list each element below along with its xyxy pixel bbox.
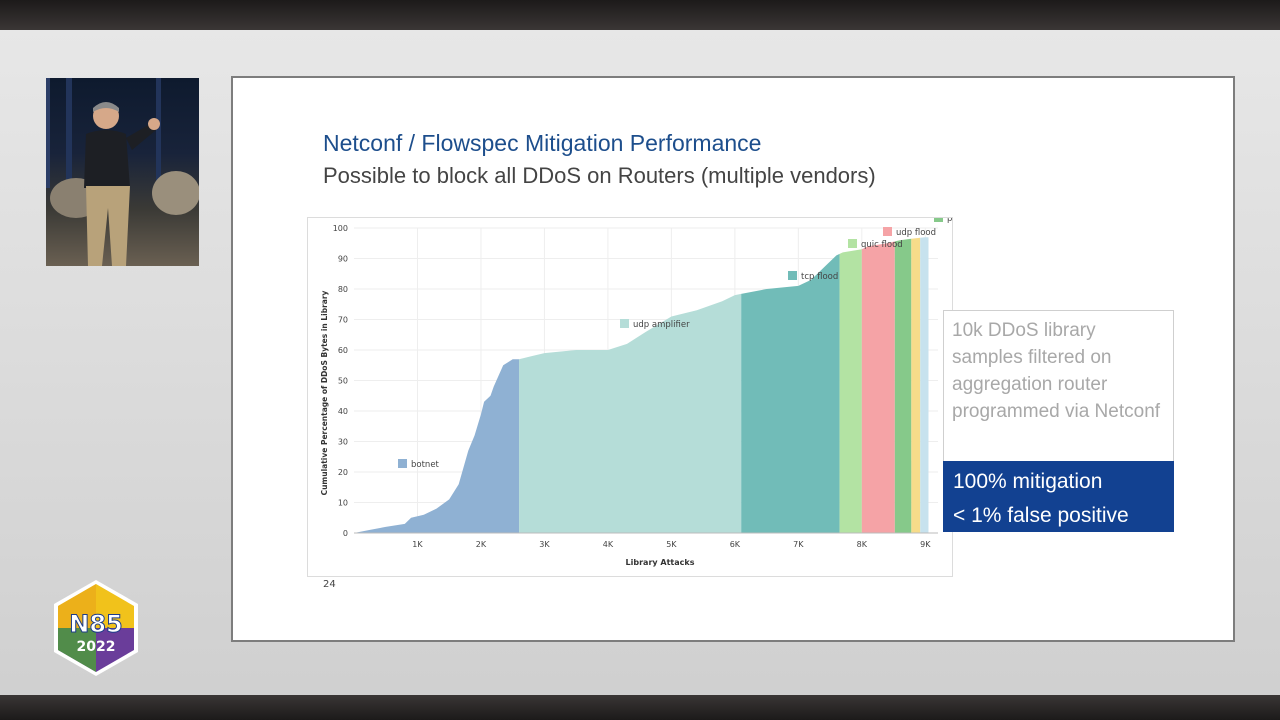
x-tick-label: 9K (920, 540, 931, 549)
y-tick-label: 40 (338, 407, 348, 416)
area-segment-botnet (354, 359, 520, 533)
page-number: 24 (323, 579, 336, 590)
speaker-video (46, 78, 199, 266)
x-tick-label: 1K (412, 540, 423, 549)
chart-axes: 0 10 20 30 40 50 60 70 80 90 100 1K 2K 3K 4K 5K 6K 7K 8K 9K (333, 224, 938, 549)
presentation-slide: Netconf / Flowspec Mitigation Performanc… (233, 78, 1233, 640)
chart-areas (354, 237, 929, 534)
x-tick-label: 4K (603, 540, 614, 549)
speaker-figure (46, 78, 199, 266)
x-axis-label: Library Attacks (626, 558, 695, 567)
segment-label-tcp-flood: tcp flood (788, 271, 838, 282)
segment-swatch (398, 459, 407, 468)
area-segment-icmp-flood (920, 237, 929, 533)
y-tick-label: 50 (338, 377, 348, 386)
y-tick-label: 100 (333, 224, 348, 233)
y-tick-label: 0 (343, 529, 348, 538)
segment-label-text: botnet (411, 460, 440, 470)
y-tick-label: 10 (338, 499, 348, 508)
segment-swatch (934, 213, 943, 222)
segment-label-udp-flood: udp flood (883, 227, 936, 238)
chart-frame: 0 10 20 30 40 50 60 70 80 90 100 1K 2K 3K 4K 5K 6K 7K 8K 9K… (307, 199, 1033, 577)
y-tick-label: 80 (338, 285, 348, 294)
logo-text-year: 2022 (77, 639, 116, 655)
x-tick-label: 2K (476, 540, 487, 549)
segment-label-text: udp flood (896, 228, 936, 238)
area-segment-quic-flood (839, 249, 862, 534)
area-segment-udp-amplifier (519, 293, 742, 533)
x-tick-label: 3K (539, 540, 550, 549)
result-box: 100% mitigation < 1% false positive (943, 461, 1174, 532)
y-axis-label: Cumulative Percentage of DDoS Bytes in L… (320, 290, 329, 495)
result-line-1: 100% mitigation (953, 470, 1103, 493)
n85-2022-logo: N85 2022 (52, 578, 140, 678)
x-tick-label: 5K (666, 540, 677, 549)
mitigation-chart: 0 10 20 30 40 50 60 70 80 90 100 1K 2K 3K 4K 5K 6K 7K 8K 9K… (320, 199, 1033, 567)
segment-label-botnet: botnet (398, 459, 440, 470)
segment-label-text: quic flood (861, 240, 903, 250)
bottom-border-bar (0, 695, 1280, 720)
note-box: 10k DDoS library samples filtered on agg… (943, 310, 1174, 462)
top-border-bar (0, 0, 1280, 30)
logo-text-n85: N85 (69, 610, 122, 638)
segment-label-text: proxy (947, 218, 952, 224)
segment-swatch (848, 239, 857, 248)
y-tick-label: 60 (338, 346, 348, 355)
area-segment-udp-flood (861, 241, 895, 533)
x-tick-label: 8K (857, 540, 868, 549)
area-segment-tcp-flood (741, 253, 840, 533)
segment-label-text: udp amplifier (633, 320, 690, 330)
x-tick-label: 7K (793, 540, 804, 549)
y-tick-label: 20 (338, 468, 348, 477)
segment-label-quic-flood: quic flood (848, 239, 903, 250)
logo-hexagon: N85 2022 (54, 580, 138, 676)
segment-swatch (883, 227, 892, 236)
result-line-2: < 1% false positive (953, 504, 1129, 527)
x-tick-label: 6K (730, 540, 741, 549)
segment-label-proxy: proxy (934, 213, 971, 224)
segment-label-udp-amplifier: udp amplifier (620, 319, 690, 330)
y-tick-label: 30 (338, 438, 348, 447)
area-segment-tcp-amplifier (911, 237, 921, 534)
segment-label-text: tcp flood (801, 272, 838, 282)
slide-subtitle: Possible to block all DDoS on Routers (m… (323, 163, 876, 188)
area-segment-proxy (894, 238, 912, 534)
y-tick-label: 90 (338, 255, 348, 264)
segment-swatch (788, 271, 797, 280)
segment-swatch (620, 319, 629, 328)
y-tick-label: 70 (338, 316, 348, 325)
slide-title: Netconf / Flowspec Mitigation Performanc… (323, 130, 762, 156)
